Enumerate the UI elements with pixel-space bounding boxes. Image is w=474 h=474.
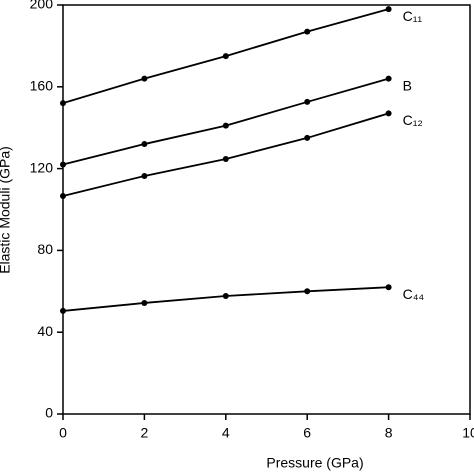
data-point: [60, 161, 66, 168]
y-axis-label: Elastic Moduli (GPa): [0, 146, 13, 274]
data-point: [304, 134, 311, 141]
x-tick-label: 2: [141, 425, 149, 441]
data-point: [304, 98, 311, 105]
data-point: [60, 100, 66, 107]
x-tick-label: 0: [59, 425, 67, 441]
y-tick-label: 40: [37, 323, 53, 339]
data-point: [385, 284, 392, 291]
series-line: [62, 286, 389, 312]
data-point: [385, 75, 392, 82]
data-point: [385, 110, 392, 117]
x-tick-label: 10: [462, 425, 474, 441]
series-line: [62, 77, 389, 166]
x-tick-label: 8: [385, 425, 393, 441]
data-point: [141, 75, 148, 82]
plot-frame: [62, 4, 471, 415]
y-tick-label: 80: [37, 241, 53, 257]
series-label: B: [403, 77, 412, 93]
x-axis-label: Pressure (GPa): [266, 455, 363, 471]
series-label: C₁₁: [403, 8, 423, 24]
y-tick-label: 160: [30, 78, 54, 94]
data-point: [222, 53, 229, 60]
data-point: [60, 193, 66, 200]
data-point: [141, 141, 148, 148]
y-tick-label: 200: [30, 0, 54, 12]
data-point: [304, 288, 311, 295]
series-label: C₁₂: [403, 112, 423, 128]
y-tick-label: 0: [45, 405, 53, 421]
x-tick-label: 4: [222, 425, 230, 441]
x-tick-label: 6: [303, 425, 311, 441]
data-point: [222, 293, 229, 300]
series-label: C₄₄: [403, 286, 425, 302]
data-point: [60, 307, 66, 314]
data-point: [222, 122, 229, 129]
data-point: [141, 172, 148, 179]
data-point: [385, 6, 392, 13]
data-point: [304, 28, 311, 35]
data-point: [222, 155, 229, 162]
data-point: [141, 299, 148, 306]
y-tick-label: 120: [30, 159, 54, 175]
